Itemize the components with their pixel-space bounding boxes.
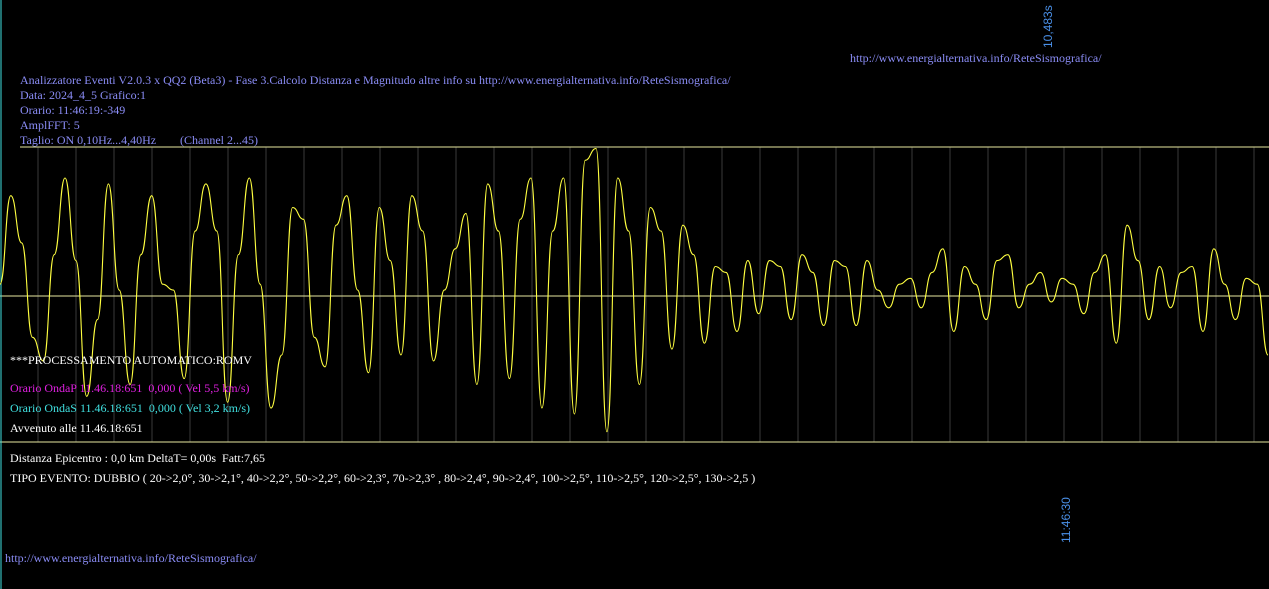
bottom-url-link[interactable]: http://www.energialternativa.info/ReteSi… [5,551,257,565]
header-ampl: AmplFFT: 5 [20,118,80,132]
top-time-marker: 10,483s [1041,5,1055,48]
onda-s-label: Orario OndaS 11.46.18:651 0,000 ( Vel 3,… [10,401,250,415]
top-url-link[interactable]: http://www.energialternativa.info/ReteSi… [850,51,1102,65]
header-data: Data: 2024_4_5 Grafico:1 [20,88,146,102]
processing-label: ***PROCESSAMENTO AUTOMATICO:ROMV [10,353,252,367]
chart-grid [37,147,1255,442]
onda-p-label: Orario OndaP 11.46.18:651 0,000 ( Vel 5,… [10,381,250,395]
tipo-evento-label: TIPO EVENTO: DUBBIO ( 20->2,0°, 30->2,1°… [10,471,756,485]
header-channel: (Channel 2...45) [180,133,258,147]
bottom-time-marker: 11:46:30 [1059,497,1073,543]
distanza-label: Distanza Epicentro : 0,0 km DeltaT= 0,00… [10,451,266,465]
header-title: Analizzatore Eventi V2.0.3 x QQ2 (Beta3)… [20,73,731,87]
seismic-trace [0,147,1269,433]
header-taglio: Taglio: ON 0,10Hz...4,40Hz [20,133,157,147]
header-orario: Orario: 11:46:19:-349 [20,103,126,117]
avvenuto-label: Avvenuto alle 11.46.18:651 [10,421,143,435]
